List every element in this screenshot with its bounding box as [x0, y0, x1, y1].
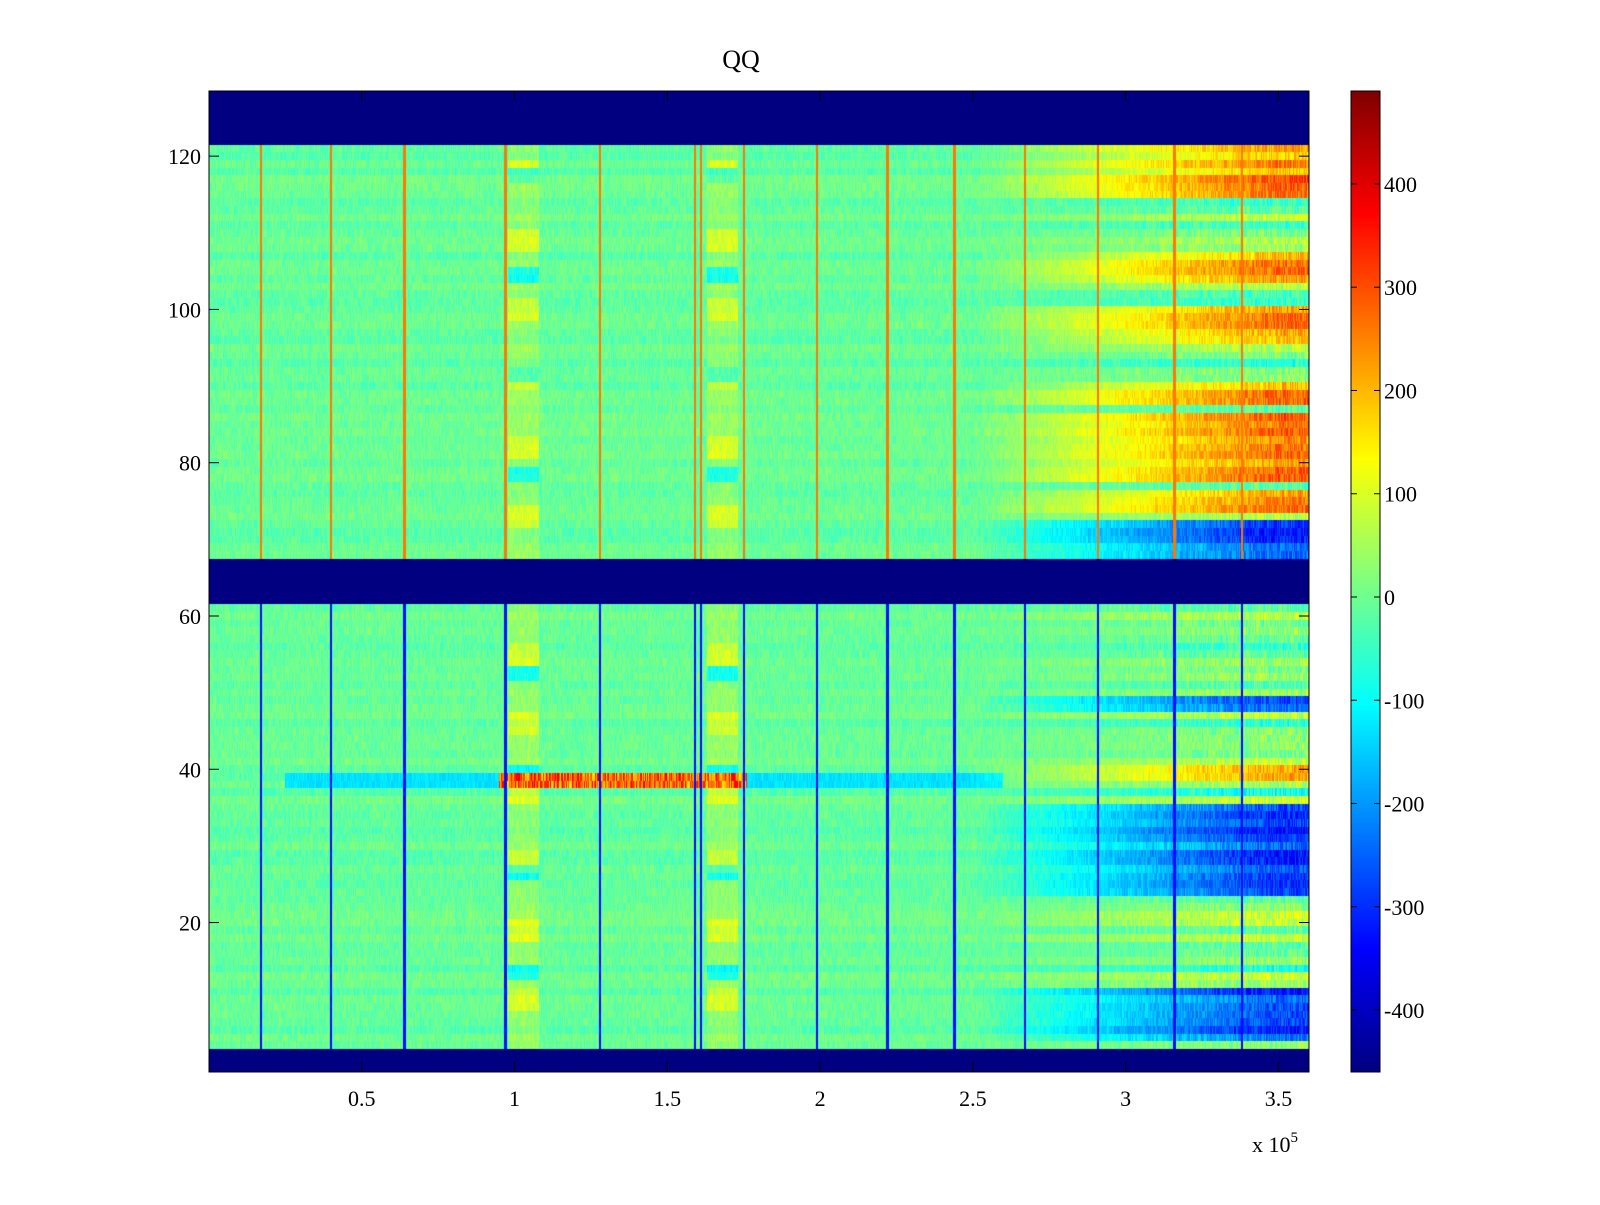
- colorbar-tick-label: -400: [1384, 998, 1424, 1023]
- colorbar: -400 -300 -200 -100 0 100 200 300 400: [1350, 90, 1424, 1073]
- colorbar-tick-label: 100: [1384, 482, 1417, 507]
- x-tick-label: 1.5: [654, 1086, 682, 1111]
- colorbar-tick-label: 300: [1384, 275, 1417, 300]
- colorbar-gradient: [1351, 91, 1380, 1072]
- heatmap-image: [209, 91, 1309, 1072]
- colorbar-tick-label: -200: [1384, 792, 1424, 817]
- y-tick-label: 20: [179, 911, 201, 936]
- y-tick-label: 120: [168, 144, 201, 169]
- colorbar-ticks: -400 -300 -200 -100 0 100 200 300 400: [1351, 172, 1424, 1023]
- x-tick-label: 3.5: [1265, 1086, 1293, 1111]
- plot-frame: [208, 90, 1310, 1073]
- y-axis: 20 40 60 80 100 120: [168, 144, 1309, 936]
- colorbar-tick-label: -300: [1384, 895, 1424, 920]
- colorbar-tick-label: 0: [1384, 585, 1395, 610]
- x-tick-label: 2.5: [959, 1086, 987, 1111]
- y-tick-label: 60: [179, 604, 201, 629]
- y-tick-label: 100: [168, 297, 201, 322]
- plot-area: [208, 90, 1310, 1073]
- colorbar-tick-label: 400: [1384, 172, 1417, 197]
- y-tick-label: 40: [179, 757, 201, 782]
- x-tick-label: 3: [1120, 1086, 1131, 1111]
- y-tick-label: 80: [179, 451, 201, 476]
- chart-title: QQ: [722, 45, 760, 74]
- x-tick-label: 2: [815, 1086, 826, 1111]
- x-axis: 0.5 1 1.5 2 2.5 3 3.5: [348, 91, 1292, 1111]
- colorbar-tick-label: 200: [1384, 378, 1417, 403]
- x-exponent-power: 5: [1291, 1130, 1299, 1146]
- colorbar-tick-label: -100: [1384, 688, 1424, 713]
- x-tick-label: 1: [509, 1086, 520, 1111]
- x-exponent-base: x 10: [1252, 1132, 1291, 1157]
- x-axis-exponent: x 105: [1252, 1130, 1298, 1157]
- x-tick-label: 0.5: [348, 1086, 376, 1111]
- colorbar-frame: [1350, 90, 1381, 1073]
